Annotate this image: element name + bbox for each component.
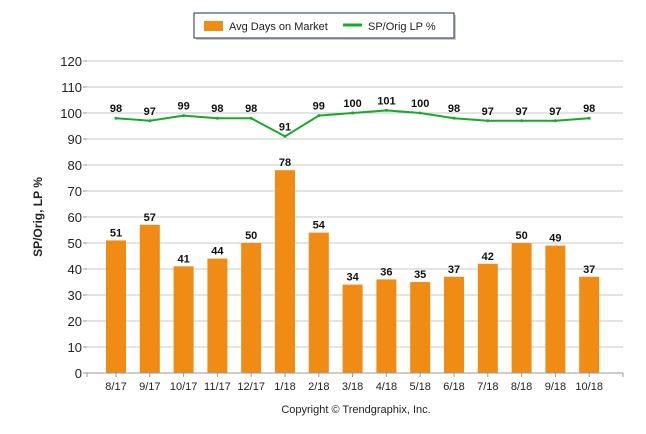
bar	[579, 276, 600, 373]
bar	[275, 170, 295, 373]
line-point	[520, 119, 524, 123]
line-data-label: 99	[313, 101, 325, 113]
line-point	[452, 116, 456, 120]
legend-box	[193, 12, 455, 39]
x-tick-label: 10/18	[575, 381, 603, 393]
bar	[545, 245, 566, 373]
line-data-label: 97	[144, 106, 156, 118]
y-tick-label: 40	[68, 262, 82, 277]
line-data-label: 97	[549, 106, 561, 118]
line-data-label: 99	[177, 101, 189, 113]
bar-data-label: 36	[380, 266, 392, 278]
y-tick-label: 110	[61, 80, 82, 95]
bar-data-label: 37	[448, 264, 460, 276]
x-tick-label: 8/17	[105, 381, 126, 393]
bar	[173, 266, 194, 373]
y-tick-label: 100	[60, 106, 82, 121]
bar	[444, 276, 464, 373]
y-tick-label: 70	[68, 184, 82, 199]
x-tick-label: 1/18	[274, 381, 295, 393]
bar-data-label: 35	[414, 269, 426, 281]
line-point	[215, 116, 219, 120]
bar-data-label: 50	[515, 230, 527, 242]
bar-data-label: 78	[279, 157, 291, 169]
bar	[207, 258, 228, 373]
line-data-label: 100	[343, 98, 361, 110]
x-tick-label: 5/18	[409, 381, 430, 393]
line-point	[486, 119, 490, 123]
y-axis-label: SP/Orig, LP %	[31, 177, 45, 257]
line-data-label: 98	[211, 103, 223, 115]
y-tick-label: 30	[68, 288, 82, 303]
y-tick-label: 80	[68, 158, 82, 173]
bar-data-label: 41	[177, 253, 189, 265]
bar-data-label: 42	[482, 251, 494, 263]
y-tick-label: 20	[68, 314, 82, 329]
line-point	[553, 119, 557, 123]
x-tick-label: 4/18	[376, 381, 397, 393]
line-data-label: 98	[110, 103, 122, 115]
bar	[139, 224, 160, 373]
line-point	[114, 116, 118, 120]
x-tick-label: 9/18	[545, 381, 566, 393]
bar	[477, 263, 498, 373]
y-tick-label: 10	[68, 340, 82, 355]
legend-swatch-bar	[204, 21, 223, 31]
line-point	[384, 108, 388, 112]
bar-data-label: 51	[110, 227, 122, 239]
x-tick-label: 3/18	[342, 381, 363, 393]
bar	[342, 284, 363, 373]
bar-data-label: 37	[583, 264, 595, 276]
legend-label-bar: Avg Days on Market	[229, 21, 328, 33]
x-tick-label: 9/17	[139, 381, 160, 393]
y-tick-label: 120	[60, 54, 82, 69]
bar	[410, 282, 431, 373]
y-tick-label: 60	[68, 210, 82, 225]
line-data-label: 97	[515, 106, 527, 118]
line-data-label: 91	[279, 121, 291, 133]
bar	[241, 243, 262, 373]
line-point	[351, 111, 355, 115]
line-data-label: 98	[448, 103, 460, 115]
bar	[308, 232, 329, 373]
line-point	[317, 114, 321, 118]
line-point	[249, 116, 253, 120]
bars: 51 57 41 44 50 78 54 34 36 35 37 42 50 49 37	[106, 157, 600, 373]
line-point	[182, 114, 186, 118]
line-point	[418, 111, 422, 115]
bar-data-label: 44	[211, 246, 224, 258]
line-point	[148, 119, 152, 123]
bar-data-label: 54	[313, 220, 326, 232]
x-tick-label: 11/17	[204, 381, 231, 393]
x-axis: 8/17 9/17 10/17 11/17 12/17 1/18 2/18 3/18 4/18 5…	[86, 372, 624, 393]
x-tick-label: 12/17	[237, 381, 265, 393]
line-data-label: 100	[411, 98, 429, 110]
line-data-label: 97	[482, 106, 494, 118]
bar-data-label: 57	[144, 212, 156, 224]
line-point	[283, 134, 287, 138]
bar-data-label: 34	[346, 272, 359, 284]
bar	[376, 279, 397, 373]
bar-data-label: 50	[245, 230, 257, 242]
bar-data-label: 49	[549, 233, 561, 245]
x-tick-label: 7/18	[477, 381, 498, 393]
x-tick-label: 8/18	[511, 381, 532, 393]
bar	[511, 243, 532, 373]
x-tick-label: 6/18	[443, 381, 464, 393]
copyright-footer: Copyright © Trendgraphix, Inc.	[281, 404, 430, 416]
line-series: 98 97 99 98 98 91 99 100 101 100 98 97 97 97 98	[110, 95, 595, 138]
legend-label-line: SP/Orig LP %	[368, 21, 436, 33]
legend: Avg Days on Market SP/Orig LP %	[193, 12, 456, 40]
y-tick-label: 50	[68, 236, 82, 251]
line-data-label: 98	[583, 103, 595, 115]
line-data-label: 98	[245, 103, 257, 115]
x-tick-label: 10/17	[170, 381, 198, 393]
y-tick-label: 0	[75, 366, 82, 381]
bar	[106, 240, 126, 373]
line-data-label: 101	[377, 95, 395, 107]
x-tick-label: 2/18	[308, 381, 329, 393]
line-point	[587, 116, 591, 120]
y-tick-label: 90	[68, 132, 82, 147]
